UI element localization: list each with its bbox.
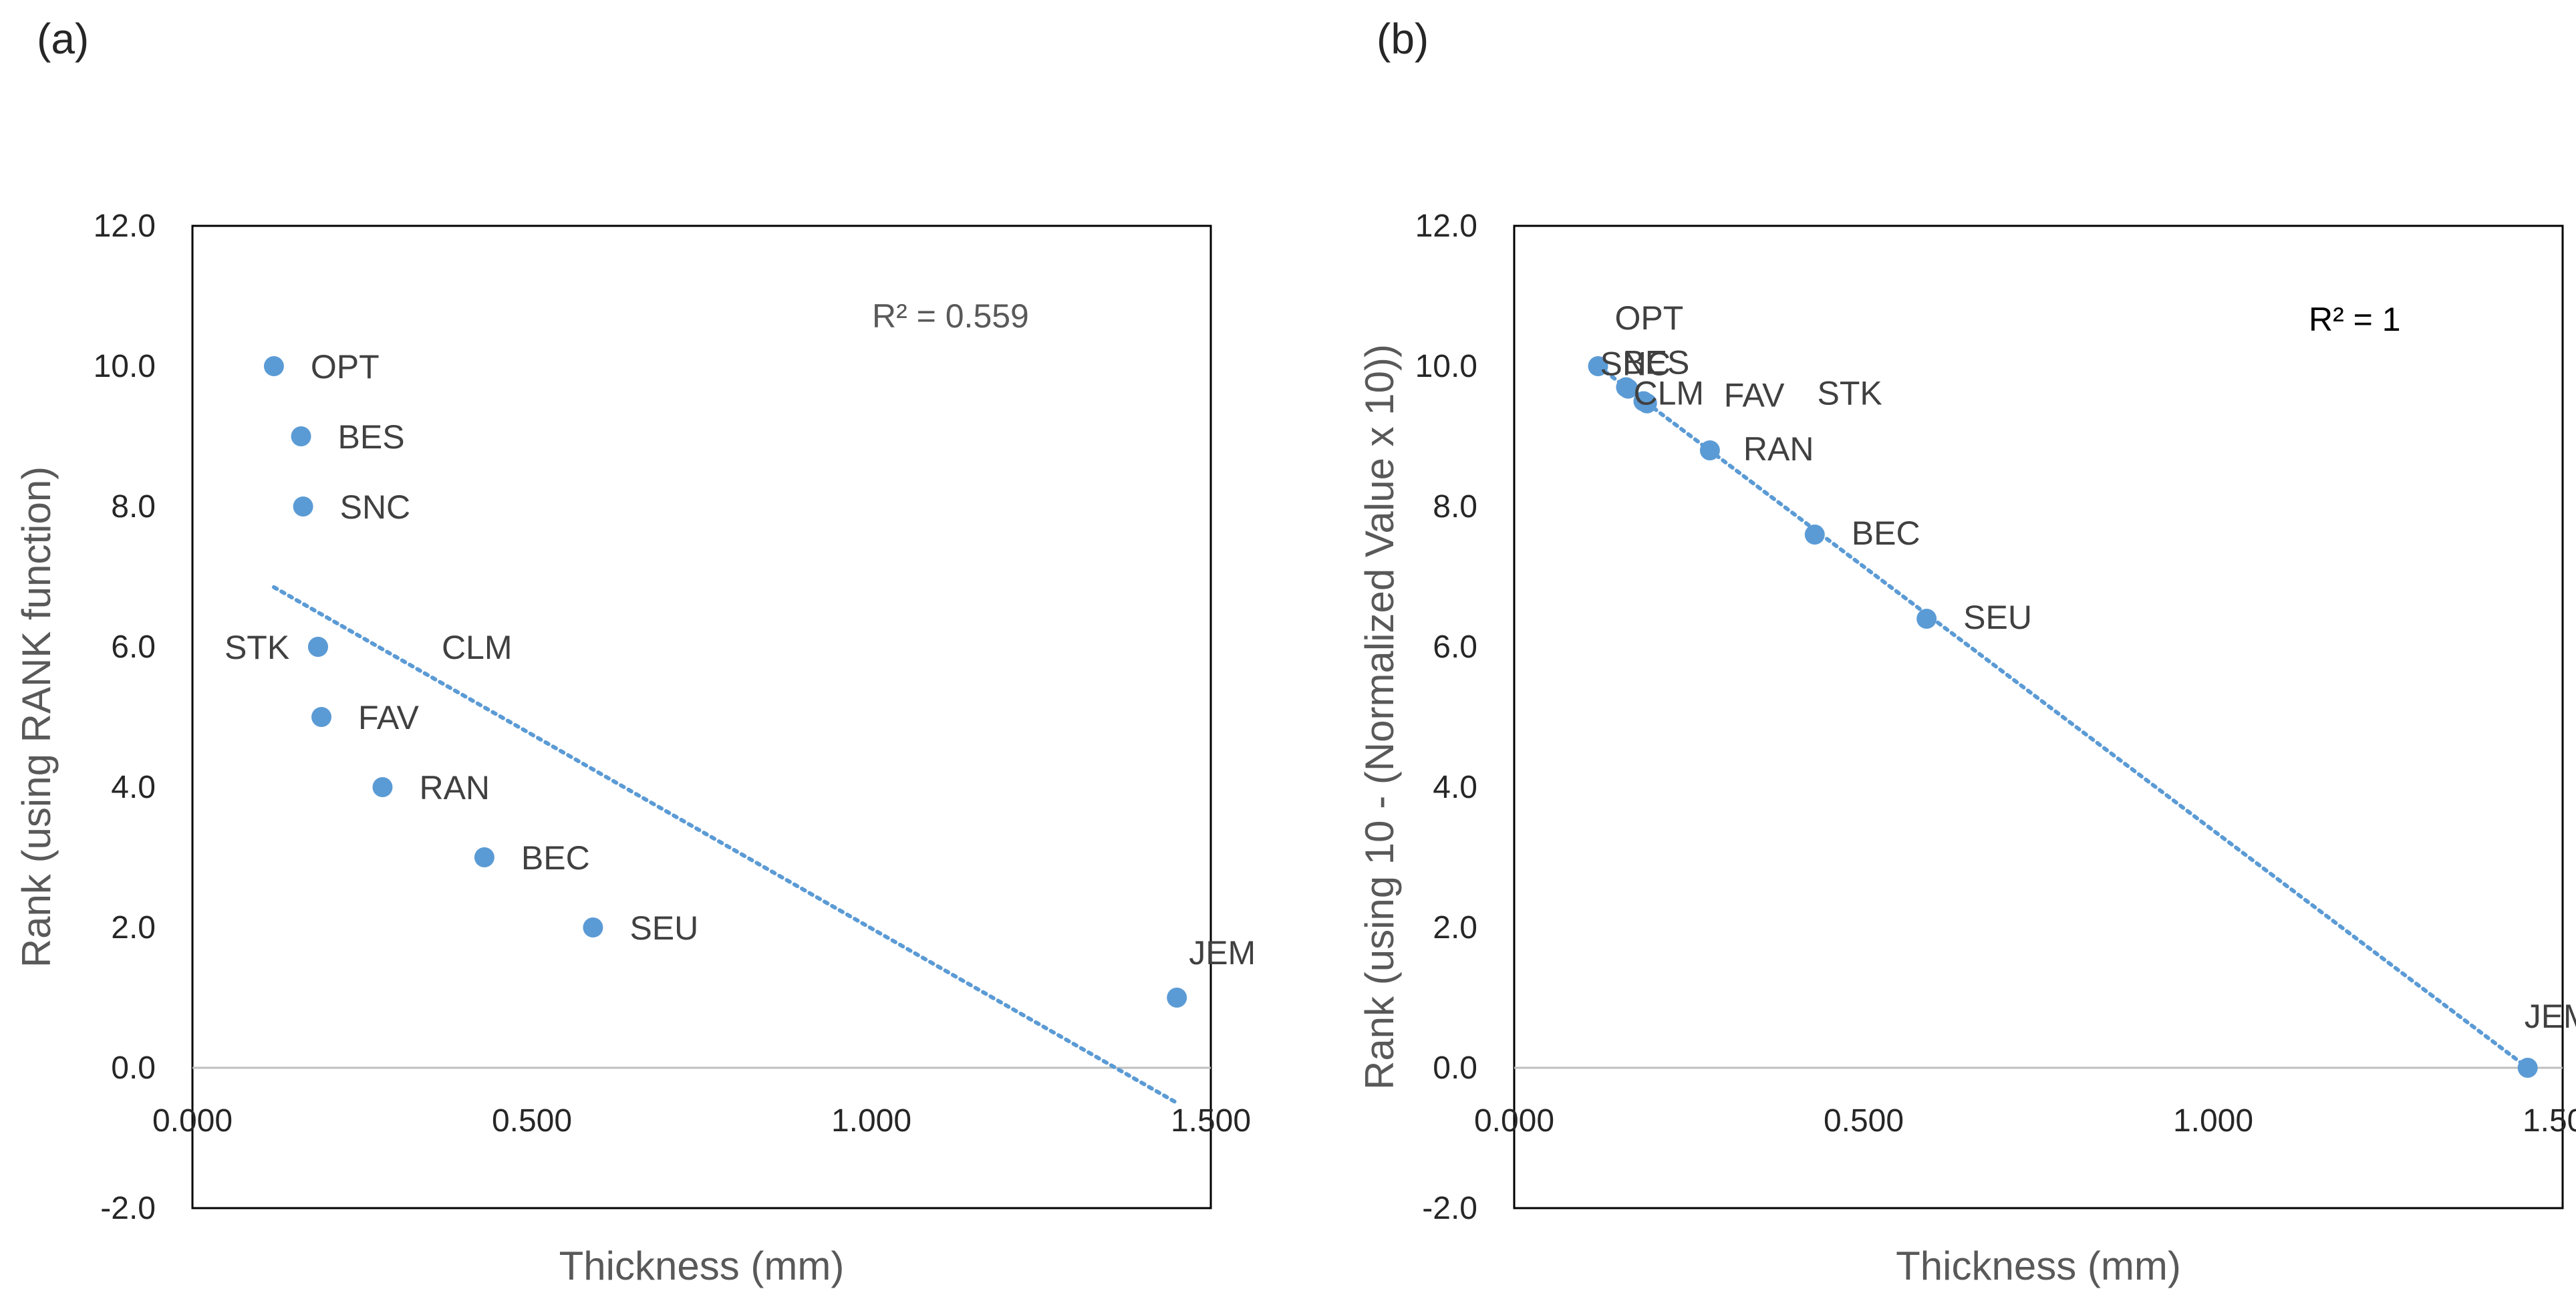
y-tick-label: 6.0	[1433, 629, 1477, 665]
data-point-jem	[1167, 988, 1187, 1008]
point-label: BES	[1622, 344, 1689, 382]
point-label: JEM	[1189, 934, 1256, 972]
point-label: FAV	[1724, 377, 1785, 414]
data-point-seu	[1916, 609, 1937, 629]
data-point-snc	[293, 496, 313, 517]
r-squared-label: R² = 0.559	[872, 297, 1029, 335]
point-label: CLM	[442, 629, 513, 666]
y-tick-label: 6.0	[111, 629, 156, 665]
y-tick-label: 2.0	[1433, 910, 1477, 946]
data-point-seu	[583, 917, 603, 937]
x-axis-title: Thickness (mm)	[1896, 1244, 2181, 1288]
panel-a: (a) -2.0 0.0 2.0 4.0 6.0 8.0 10.0 12.0 0.000 0.500…	[14, 15, 1256, 1288]
point-label: BEC	[521, 839, 590, 877]
y-tick-label: -2.0	[1422, 1191, 1477, 1226]
data-point-bes	[291, 426, 311, 446]
point-label: BEC	[1852, 515, 1920, 552]
point-label: SEU	[1963, 599, 2032, 636]
y-tick-label: 0.0	[1433, 1050, 1477, 1086]
data-point-jem	[2517, 1058, 2538, 1078]
x-axis-title: Thickness (mm)	[559, 1244, 845, 1288]
trendline	[271, 585, 1179, 1105]
point-label: RAN	[419, 769, 490, 807]
x-tick-label: 1.500	[1171, 1103, 1251, 1139]
y-tick-label: 10.0	[1415, 349, 1477, 384]
data-point-ran	[1699, 440, 1720, 460]
point-label: SNC	[340, 488, 411, 526]
point-label: STK	[225, 629, 289, 666]
y-tick-label: 0.0	[111, 1050, 156, 1086]
plot-frame	[1513, 225, 2564, 1209]
y-tick-label: 4.0	[111, 770, 156, 805]
point-label: RAN	[1743, 430, 1814, 468]
point-label: FAV	[358, 699, 419, 736]
y-tick-label: 10.0	[94, 349, 156, 384]
data-point-fav	[311, 707, 332, 727]
x-tick-label: 1.000	[831, 1103, 911, 1139]
x-tick-label: 1.000	[2173, 1103, 2253, 1139]
x-tick-label: 0.500	[492, 1103, 572, 1139]
data-point-ran	[372, 777, 393, 797]
x-tick-label: 0.500	[1824, 1103, 1904, 1139]
point-label: JEM	[2525, 998, 2576, 1035]
data-point-bec	[1804, 525, 1825, 545]
point-label: STK	[1818, 375, 1882, 412]
x-tick-label: 0.000	[1474, 1103, 1554, 1139]
x-tick-label: 0.000	[152, 1103, 233, 1139]
point-label: OPT	[1615, 299, 1684, 337]
y-tick-label: 8.0	[1433, 489, 1477, 525]
data-point-opt	[263, 356, 284, 376]
panel-b: (b) -2.0 0.0 2.0 4.0 6.0 8.0 10.0 12.0 0.000 0.500…	[1357, 15, 2576, 1288]
point-label: BES	[338, 418, 405, 456]
data-point-snc	[1618, 378, 1638, 399]
data-point-opt	[1588, 356, 1608, 376]
y-tick-label: 12.0	[94, 208, 156, 244]
point-label: SNC	[1600, 345, 1671, 383]
panel-label: (a)	[37, 15, 89, 63]
y-tick-label: 4.0	[1433, 770, 1477, 805]
plot-frame	[191, 225, 1212, 1209]
panel-label: (b)	[1377, 15, 1429, 63]
data-point-stk	[1633, 391, 1654, 412]
r-squared-label: R² = 1	[2309, 301, 2401, 338]
x-tick-label: 1.500	[2523, 1103, 2576, 1139]
point-label: CLM	[1634, 375, 1705, 412]
point-label: OPT	[311, 348, 380, 386]
y-axis-title: Rank (using 10 - (Normalized Value x 10)…	[1357, 344, 1402, 1090]
y-axis-title: Rank (using RANK function)	[14, 466, 59, 968]
data-point-clm	[307, 637, 328, 657]
point-label: SEU	[629, 909, 698, 947]
y-tick-label: -2.0	[100, 1191, 156, 1226]
y-tick-label: 12.0	[1415, 208, 1477, 244]
y-tick-label: 8.0	[111, 489, 156, 525]
y-tick-label: 2.0	[111, 910, 156, 946]
data-point-bec	[474, 847, 494, 867]
trendline	[1596, 364, 2530, 1070]
